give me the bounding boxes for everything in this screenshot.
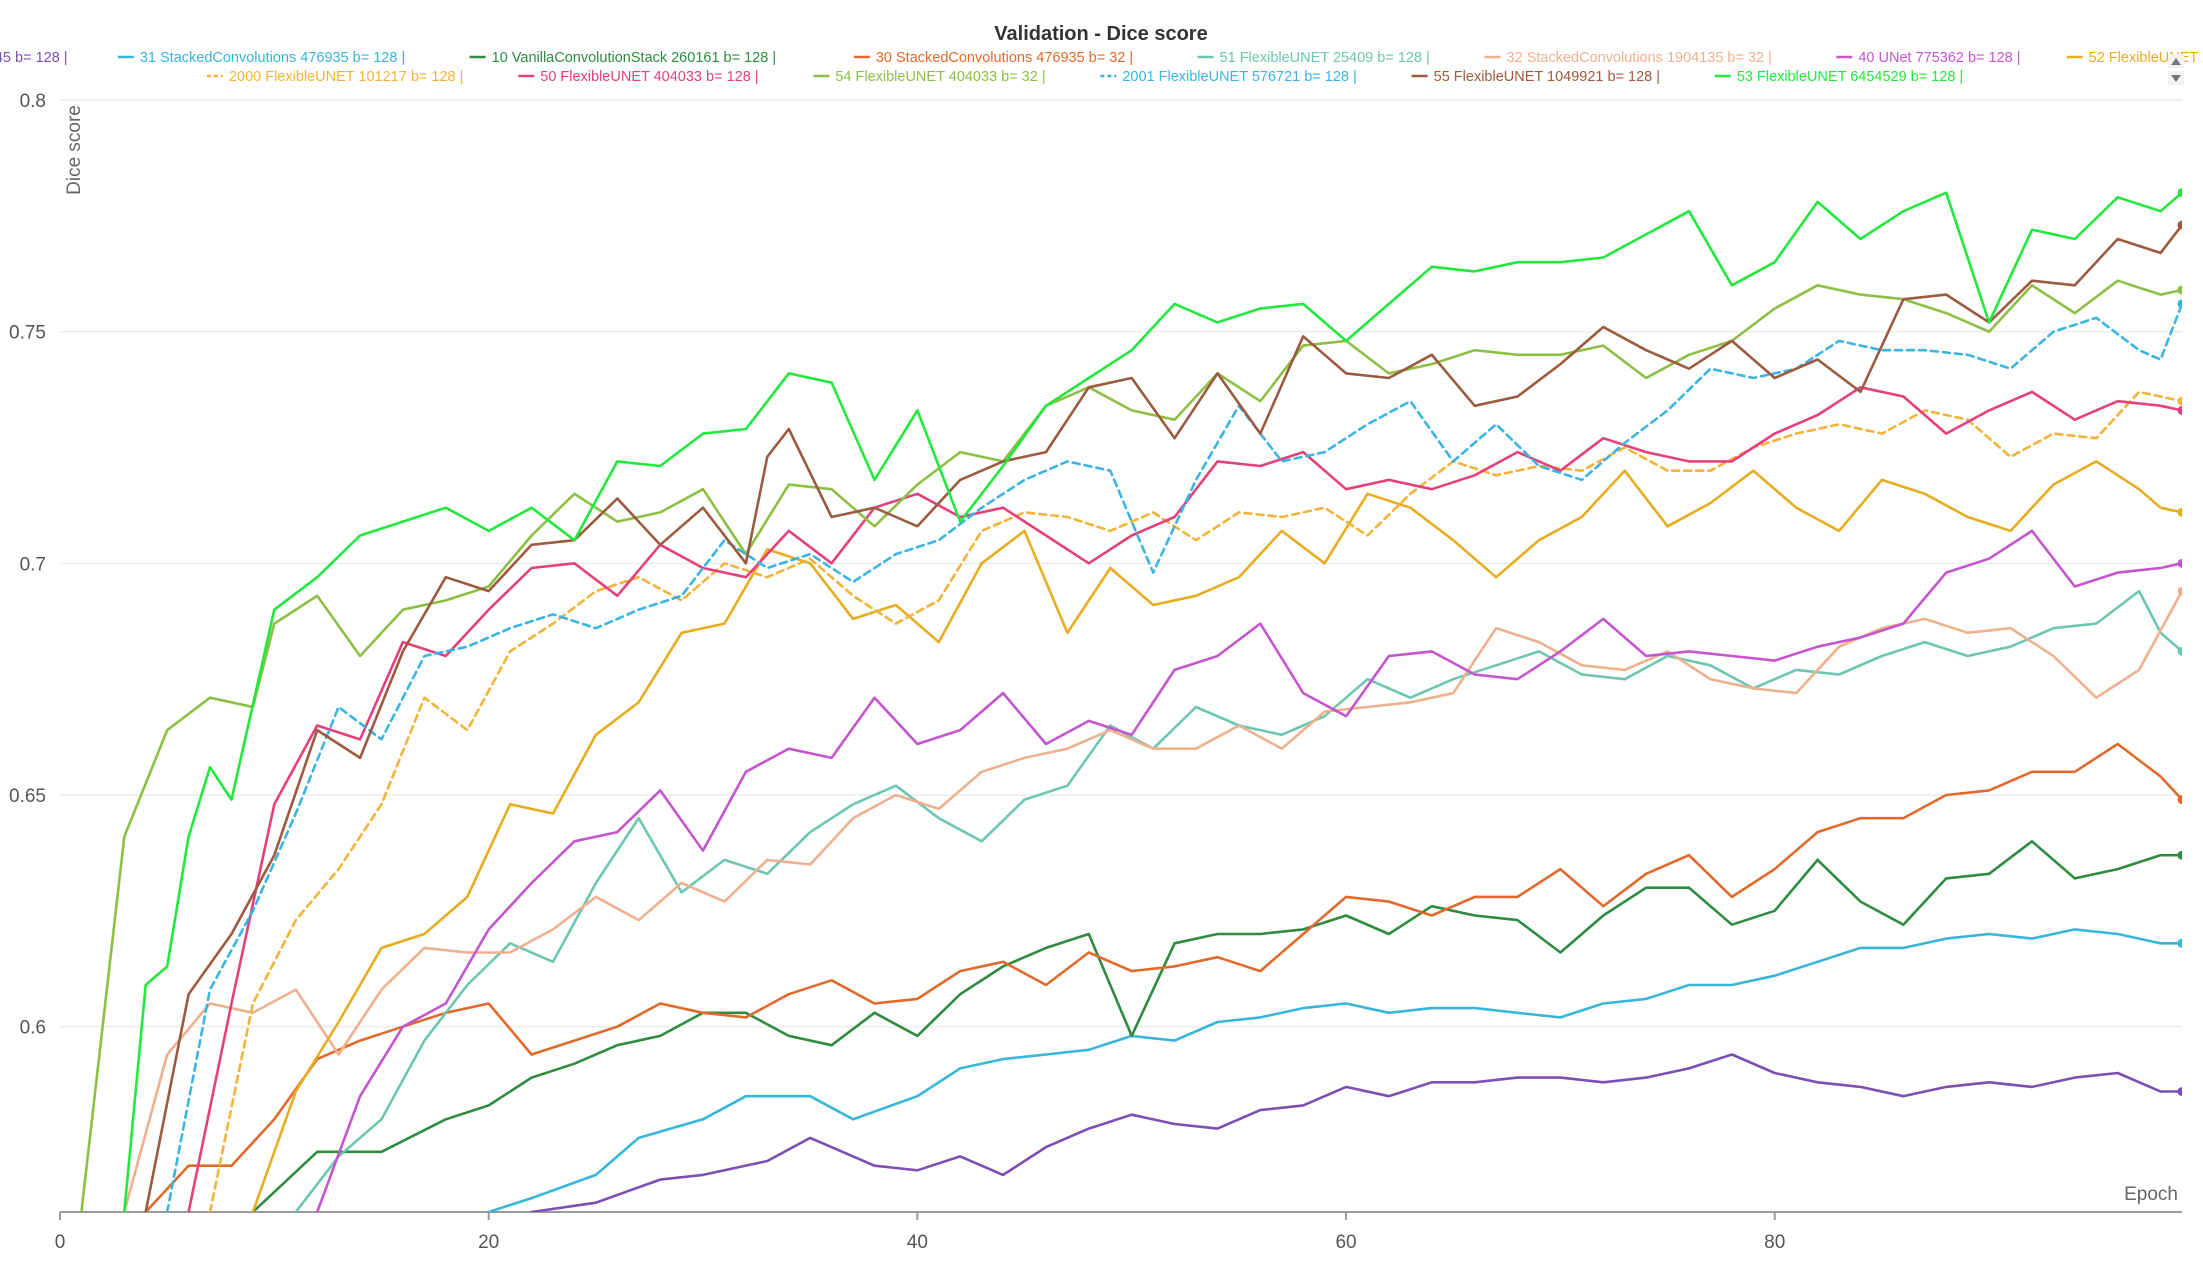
legend: 20 MicroConv 1645 b= 128 | 31 StackedConv… [0,50,2203,85]
series-line[interactable] [315,529,2182,1212]
series-endpoint[interactable] [2177,299,2187,309]
y-tick-label: 0.6 [20,1018,46,1039]
x-tick-label: 0 [55,1232,66,1253]
legend-item[interactable]: 53 FlexibleUNET 6454529 b= 128 | [1714,69,1963,85]
series-line[interactable] [144,223,2182,1212]
y-tick-label: 0.65 [9,786,46,807]
legend-item[interactable]: 2001 FlexibleUNET 576721 b= 128 | [1100,69,1357,85]
legend-scroll-down-button[interactable] [2168,71,2184,85]
y-tick-label: 0.7 [20,554,46,575]
series-line[interactable] [165,302,2182,1212]
x-tick-label: 80 [1764,1232,1785,1253]
legend-label[interactable]: 53 FlexibleUNET 6454529 b= 128 | [1737,69,1963,85]
legend-item[interactable]: 40 UNet 775362 b= 128 | [1836,50,2021,66]
series-endpoint[interactable] [2177,646,2187,656]
legend-label[interactable]: 2001 FlexibleUNET 576721 b= 128 | [1122,69,1356,85]
grid-layer [60,99,2182,1028]
series-line[interactable] [144,742,2182,1212]
y-axis-label: Dice score [64,105,85,195]
chevron-down-icon[interactable] [2171,75,2181,82]
legend-item[interactable]: 2000 FlexibleUNET 101217 b= 128 | [206,69,463,85]
series-layer [80,188,2187,1264]
series-line[interactable] [251,460,2182,1212]
series-endpoint[interactable] [2177,938,2187,948]
legend-scroll-up-button[interactable] [2168,54,2184,68]
x-axis-label: Epoch [2124,1184,2178,1205]
series-line[interactable] [294,589,2182,1212]
legend-label[interactable]: 51 FlexibleUNET 25409 b= 128 | [1220,50,1430,66]
series-endpoint[interactable] [2177,586,2187,596]
legend-label[interactable]: 31 StackedConvolutions 476935 b= 128 | [140,50,405,66]
legend-label[interactable]: 20 MicroConv 1645 b= 128 | [0,50,68,66]
y-tick-label: 0.75 [9,323,46,344]
series-endpoint[interactable] [2177,507,2187,517]
legend-item[interactable]: 20 MicroConv 1645 b= 128 | [0,50,68,66]
tick-layer: 0.6 0.65 0.7 0.75 0.8 0 20 40 60 80 [9,91,1785,1253]
legend-item[interactable]: 10 VanillaConvolutionStack 260161 b= 128… [469,50,776,66]
y-tick-label: 0.8 [20,91,46,112]
legend-label[interactable]: 32 StackedConvolutions 1904135 b= 32 | [1507,50,1772,66]
series-line[interactable] [208,390,2182,1212]
legend-item[interactable]: 51 FlexibleUNET 25409 b= 128 | [1197,50,1430,66]
series-endpoint[interactable] [2177,396,2187,406]
legend-label[interactable]: 55 FlexibleUNET 1049921 b= 128 | [1434,69,1660,85]
chevron-up-icon[interactable] [2171,58,2181,65]
series-line[interactable] [123,589,2182,1212]
series-endpoint[interactable] [2177,285,2187,295]
legend-item[interactable]: 31 StackedConvolutions 476935 b= 128 | [117,50,405,66]
legend-item[interactable]: 32 StackedConvolutions 1904135 b= 32 | [1484,50,1772,66]
legend-item[interactable]: 30 StackedConvolutions 476935 b= 32 | [853,50,1133,66]
x-tick-label: 20 [478,1232,499,1253]
x-tick-label: 60 [1335,1232,1356,1253]
series-line[interactable] [487,928,2182,1212]
legend-label[interactable]: 10 VanillaConvolutionStack 260161 b= 128… [492,50,776,66]
series-endpoint[interactable] [2177,850,2187,860]
series-endpoint[interactable] [2177,558,2187,568]
series-line[interactable] [187,385,2182,1212]
series-line[interactable] [80,279,2182,1212]
legend-label[interactable]: 50 FlexibleUNET 404033 b= 128 | [540,69,758,85]
legend-label[interactable]: 52 FlexibleUNET 219521 b= 128 | [2089,50,2203,66]
legend-label[interactable]: 2000 FlexibleUNET 101217 b= 128 | [229,69,463,85]
series-endpoint[interactable] [2177,1087,2187,1097]
series-line[interactable] [123,191,2182,1212]
series-endpoint[interactable] [2177,220,2187,230]
chart-title: Validation - Dice score [994,23,1207,45]
legend-label[interactable]: 54 FlexibleUNET 404033 b= 32 | [835,69,1045,85]
series-endpoint[interactable] [2177,405,2187,415]
x-tick-label: 40 [907,1232,928,1253]
legend-item[interactable]: 54 FlexibleUNET 404033 b= 32 | [813,69,1046,85]
legend-item[interactable]: 55 FlexibleUNET 1049921 b= 128 | [1411,69,1660,85]
series-endpoint[interactable] [2177,188,2187,198]
legend-label[interactable]: 40 UNet 775362 b= 128 | [1858,50,2020,66]
legend-label[interactable]: 30 StackedConvolutions 476935 b= 32 | [876,50,1133,66]
legend-item[interactable]: 50 FlexibleUNET 404033 b= 128 | [518,69,759,85]
series-endpoint[interactable] [2177,795,2187,805]
series-line[interactable] [489,1053,2182,1264]
series-line[interactable] [251,839,2182,1212]
